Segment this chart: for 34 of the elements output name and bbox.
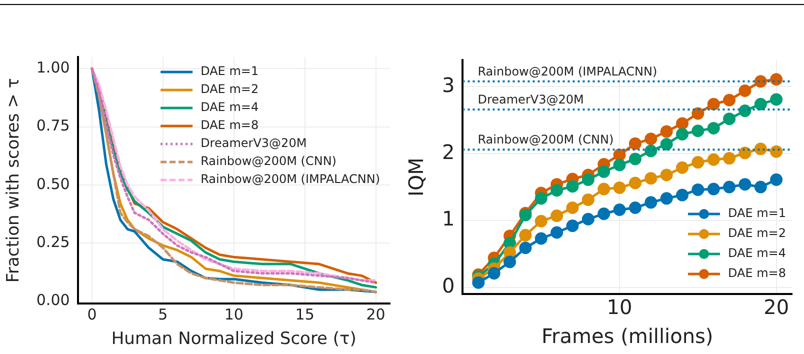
y-tick-label: 1 [442, 206, 455, 231]
x-tick-label: 20 [764, 295, 790, 320]
x-tick-label: 10 [606, 295, 632, 320]
legend-label: Rainbow@200M (CNN) [200, 154, 336, 168]
legend-label: Rainbow@200M (IMPALACNN) [200, 172, 380, 186]
ref-line-label: Rainbow@200M (CNN) [478, 132, 614, 147]
ref-line-label: DreamerV3@20M [478, 92, 584, 107]
legend-label: DAE m=2 [728, 226, 786, 240]
ref-line-label: Rainbow@200M (IMPALACNN) [478, 64, 658, 79]
y-tick-label: 0.75 [36, 116, 70, 135]
x-axis-title: Human Normalized Score (τ) [111, 329, 356, 350]
legend-label: DAE m=2 [200, 82, 259, 96]
x-tick-label: 15 [295, 305, 314, 324]
legend-label: DAE m=8 [200, 118, 259, 132]
y-tick-label: 0.25 [36, 233, 70, 252]
y-tick-label: 0 [442, 274, 455, 298]
y-tick-label: 0.50 [36, 174, 70, 193]
legend-label: DAE m=4 [728, 246, 786, 260]
x-tick-label: 20 [366, 305, 386, 324]
legend-label: DAE m=1 [200, 64, 259, 78]
x-tick-label: 0 [87, 305, 97, 324]
y-tick-label: 1.00 [36, 58, 70, 77]
x-tick-label: 10 [224, 305, 244, 324]
y-axis-title: Fraction with scores > τ [4, 78, 24, 283]
y-tick-label: 2 [442, 140, 455, 164]
legend-label: DAE m=4 [200, 100, 259, 114]
x-axis-title: Frames (millions) [541, 324, 714, 348]
legend-label: DAE m=1 [728, 206, 786, 220]
legend-label: DAE m=8 [728, 266, 786, 280]
legend-label: DreamerV3@20M [200, 136, 307, 150]
y-axis-title: IQM [404, 158, 428, 196]
x-tick-label: 5 [158, 305, 168, 324]
y-tick-label: 0.00 [36, 291, 70, 310]
y-tick-label: 3 [442, 72, 455, 97]
